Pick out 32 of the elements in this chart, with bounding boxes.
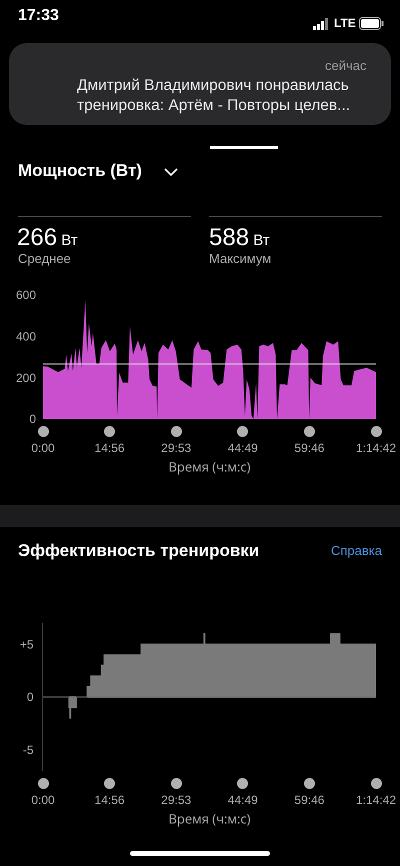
x-tick-label: 59:46	[294, 441, 325, 455]
x-tick-label: 44:49	[228, 441, 258, 455]
x-tick-label: 44:49	[228, 793, 258, 807]
text: Максимум	[209, 251, 272, 266]
text: Дмитрий Владимирович понравилась тренировка: Артём - Повторы целев...	[77, 76, 352, 116]
x-tick-label: 0:00	[31, 441, 55, 455]
x-axis-title: Время (ч:м:с)	[168, 458, 251, 476]
x-tick-label: 59:46	[294, 793, 325, 807]
text: 17:33	[18, 7, 59, 25]
x-tick-label: 14:56	[94, 441, 125, 455]
y-tick-label: 600	[16, 288, 36, 302]
text: 588 Вт	[209, 224, 270, 251]
x-tick-label: 1:14:42	[356, 441, 396, 455]
text: LTE	[334, 16, 356, 30]
text: Среднее	[18, 251, 71, 266]
y-tick-label: 0	[26, 690, 34, 704]
y-tick-label: -5	[22, 743, 34, 758]
y-tick-label: 0	[29, 412, 36, 426]
x-tick-label: 1:14:42	[356, 793, 396, 807]
x-axis-title: Время (ч:м:с)	[168, 810, 251, 828]
x-tick-label: 29:53	[161, 441, 192, 455]
text: 266 Вт	[17, 224, 78, 251]
chart-title: Мощность (Вт)	[18, 161, 142, 181]
y-tick-label: 200	[16, 370, 36, 385]
chart-title: Эффективность тренировки	[18, 541, 260, 561]
x-tick-label: 29:53	[161, 793, 192, 807]
text: сейчас	[325, 58, 366, 73]
text: Справка	[331, 543, 382, 558]
y-tick-label: +5	[20, 637, 34, 652]
x-tick-label: 0:00	[31, 793, 55, 807]
y-tick-label: 400	[16, 330, 36, 344]
x-tick-label: 14:56	[94, 793, 125, 807]
